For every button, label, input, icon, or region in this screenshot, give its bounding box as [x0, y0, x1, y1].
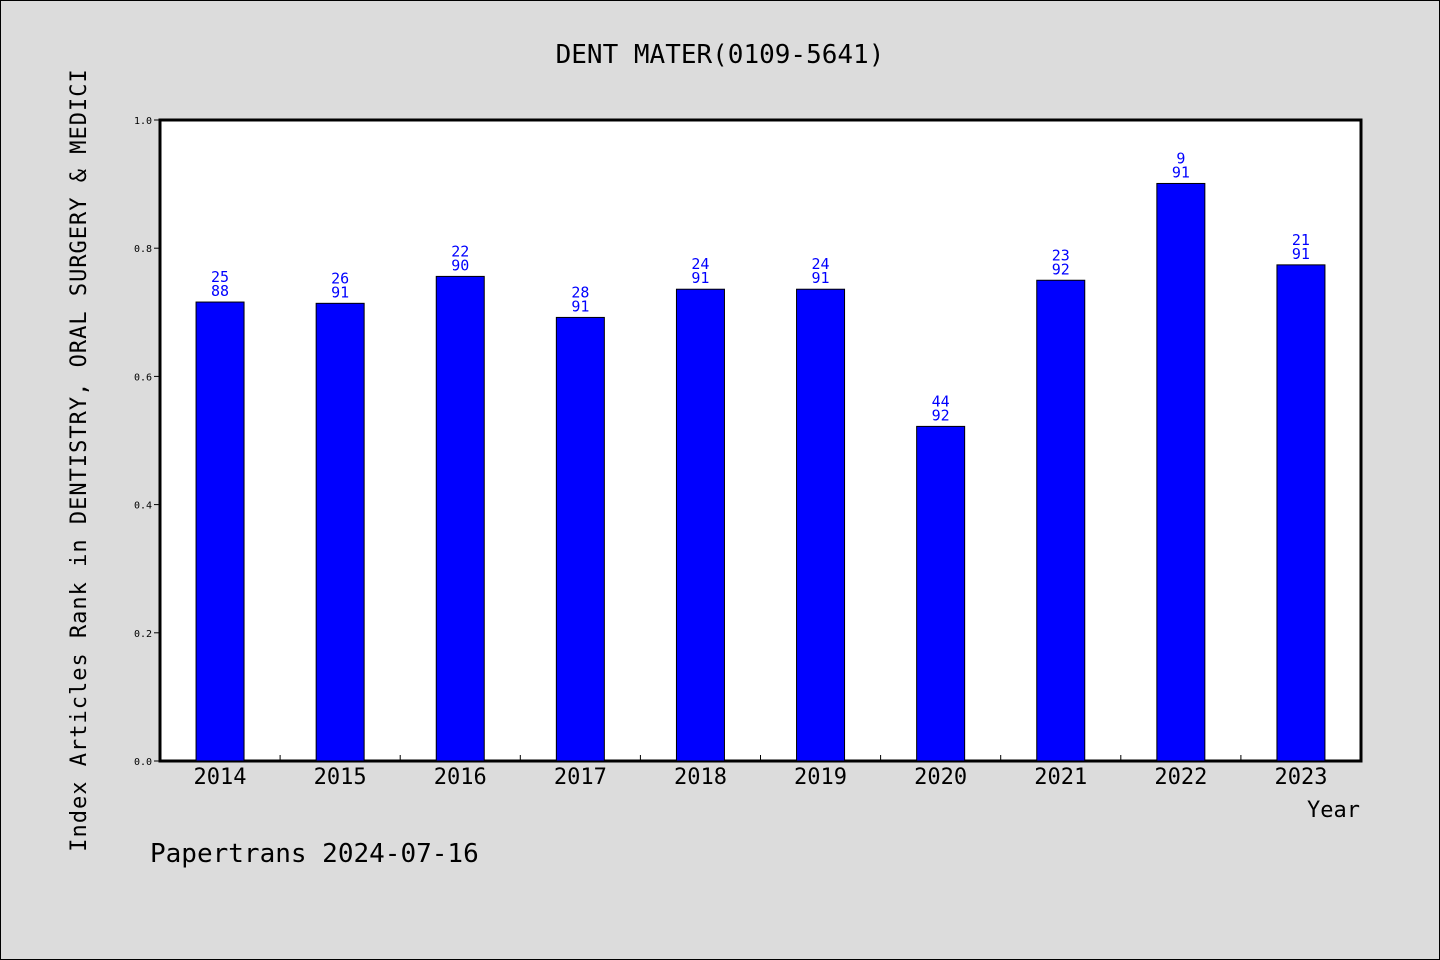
bar-total-label: 92 [932, 406, 950, 424]
y-tick-label: 0.4 [134, 501, 152, 512]
x-axis-label: Year [1307, 798, 1360, 823]
bar [195, 301, 245, 762]
chart-title: DENT MATER(0109-5641) [556, 40, 885, 70]
bar-total-label: 92 [1052, 260, 1070, 278]
bar-rank-label: 23 [1052, 246, 1070, 264]
x-ticks: 2014 2015 2016 2017 2018 2019 2020 2021 2022 2023 [194, 755, 1327, 790]
bar-rank-label: 9 [1176, 149, 1185, 167]
y-tick-label: 0.8 [134, 244, 152, 255]
bar-total-label: 91 [812, 269, 830, 287]
y-tick-label: 1.0 [134, 116, 152, 127]
bar [315, 302, 365, 762]
x-tick-label: 2022 [1154, 765, 1207, 790]
x-tick-label: 2014 [194, 765, 247, 790]
bar [796, 288, 846, 762]
bar-total-label: 90 [451, 256, 469, 274]
bar-total-label: 91 [691, 269, 709, 287]
y-tick-label: 0.2 [134, 629, 152, 640]
bar [916, 425, 966, 762]
bar [1156, 182, 1206, 762]
y-tick-label: 0.0 [134, 757, 152, 768]
footer-text: Papertrans 2024-07-16 [150, 839, 479, 869]
bars [195, 182, 1326, 762]
bar-rank-label: 26 [331, 269, 349, 287]
y-ticks: 0.0 0.2 0.4 0.6 0.8 1.0 [134, 116, 160, 768]
x-tick-label: 2018 [674, 765, 727, 790]
bar-rank-label: 25 [211, 268, 229, 286]
x-tick-label: 2017 [554, 765, 607, 790]
x-tick-label: 2015 [314, 765, 367, 790]
bar-total-label: 91 [571, 297, 589, 315]
bar [435, 275, 485, 762]
bar [675, 288, 725, 762]
bar-total-label: 91 [1292, 245, 1310, 263]
bar [555, 316, 605, 762]
bar [1276, 264, 1326, 762]
x-tick-label: 2021 [1034, 765, 1087, 790]
x-tick-label: 2020 [914, 765, 967, 790]
bar-total-label: 91 [331, 283, 349, 301]
bar-rank-label: 22 [451, 242, 469, 260]
bar-rank-label: 28 [571, 283, 589, 301]
bar-total-label: 91 [1172, 163, 1190, 181]
y-tick-label: 0.6 [134, 372, 152, 383]
bar-rank-label: 44 [932, 392, 950, 410]
x-tick-label: 2023 [1274, 765, 1327, 790]
x-tick-label: 2016 [434, 765, 487, 790]
bar-rank-label: 24 [691, 255, 709, 273]
y-axis-label: Index Articles Rank in DENTISTRY, ORAL S… [67, 68, 92, 851]
x-tick-label: 2019 [794, 765, 847, 790]
bar-rank-label: 24 [812, 255, 830, 273]
bar [1036, 279, 1086, 762]
bar-total-label: 88 [211, 282, 229, 300]
bar-rank-label: 21 [1292, 231, 1310, 249]
